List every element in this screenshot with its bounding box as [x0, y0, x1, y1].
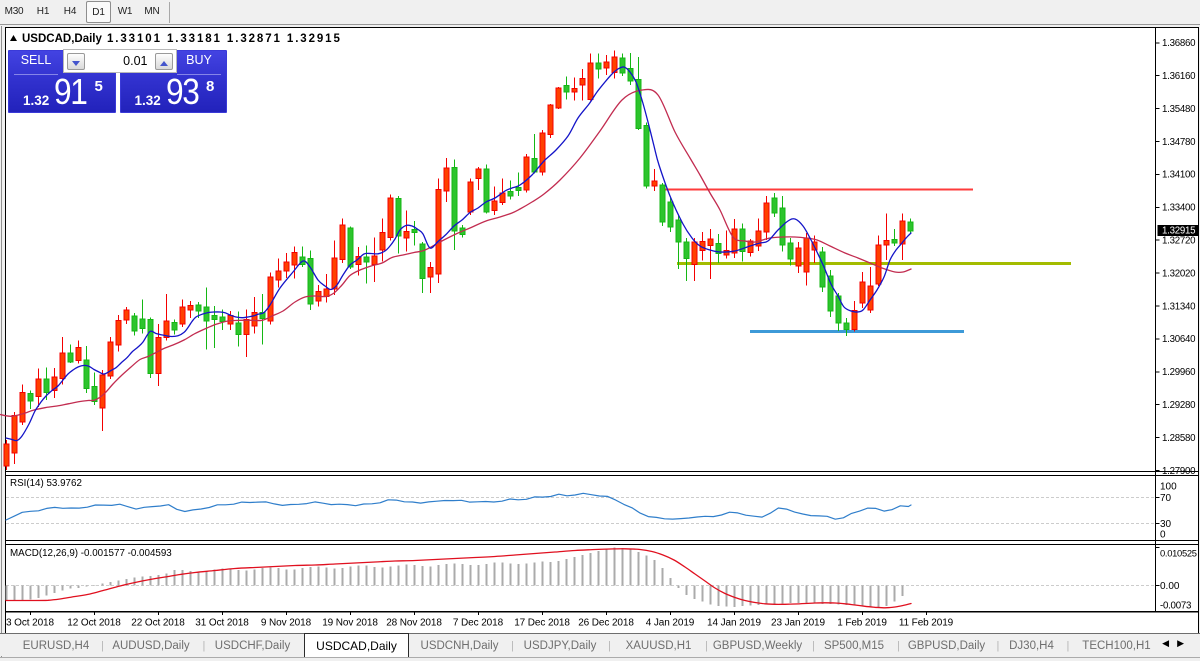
svg-text:17 Dec 2018: 17 Dec 2018 — [514, 618, 570, 629]
svg-text:1.33400: 1.33400 — [1162, 203, 1196, 214]
svg-text:9 Nov 2018: 9 Nov 2018 — [261, 618, 312, 629]
svg-text:1.31340: 1.31340 — [1162, 301, 1196, 312]
svg-text:22 Oct 2018: 22 Oct 2018 — [131, 618, 185, 629]
svg-text:1.30640: 1.30640 — [1162, 334, 1196, 345]
svg-text:30: 30 — [1160, 519, 1172, 530]
svg-text:19 Nov 2018: 19 Nov 2018 — [322, 618, 378, 629]
svg-text:1 Feb 2019: 1 Feb 2019 — [837, 618, 887, 629]
svg-text:28 Nov 2018: 28 Nov 2018 — [386, 618, 442, 629]
svg-text:0: 0 — [1160, 530, 1166, 541]
svg-text:1.29960: 1.29960 — [1162, 367, 1196, 378]
svg-text:1.28580: 1.28580 — [1162, 433, 1196, 444]
svg-text:12 Oct 2018: 12 Oct 2018 — [67, 618, 121, 629]
svg-text:4 Jan 2019: 4 Jan 2019 — [646, 618, 695, 629]
svg-text:100: 100 — [1160, 482, 1177, 493]
svg-text:0.00: 0.00 — [1160, 581, 1180, 592]
svg-text:1.27900: 1.27900 — [1162, 466, 1196, 477]
svg-text:USDCAD,Daily: USDCAD,Daily — [22, 33, 102, 45]
svg-text:1.33101 1.33181 1.32871 1.3291: 1.33101 1.33181 1.32871 1.32915 — [107, 33, 342, 45]
svg-text:1.35480: 1.35480 — [1162, 104, 1196, 115]
svg-text:1.32915: 1.32915 — [1162, 226, 1195, 237]
svg-text:31 Oct 2018: 31 Oct 2018 — [195, 618, 249, 629]
svg-text:1.34100: 1.34100 — [1162, 170, 1196, 181]
svg-text:23 Jan 2019: 23 Jan 2019 — [771, 618, 825, 629]
svg-text:14 Jan 2019: 14 Jan 2019 — [707, 618, 761, 629]
svg-text:1.32020: 1.32020 — [1162, 268, 1196, 279]
svg-text:-0.0073: -0.0073 — [1160, 601, 1191, 612]
svg-text:3 Oct 2018: 3 Oct 2018 — [6, 618, 54, 629]
svg-text:7 Dec 2018: 7 Dec 2018 — [453, 618, 504, 629]
svg-text:1.36160: 1.36160 — [1162, 71, 1196, 82]
svg-text:RSI(14) 53.9762: RSI(14) 53.9762 — [10, 478, 82, 489]
svg-text:0.010525: 0.010525 — [1160, 547, 1197, 558]
svg-text:MACD(12,26,9) -0.001577 -0.004: MACD(12,26,9) -0.001577 -0.004593 — [10, 548, 172, 559]
svg-text:26 Dec 2018: 26 Dec 2018 — [578, 618, 634, 629]
svg-text:1.36860: 1.36860 — [1162, 38, 1196, 49]
svg-text:1.32720: 1.32720 — [1162, 236, 1196, 247]
svg-text:1.34780: 1.34780 — [1162, 137, 1196, 148]
svg-text:70: 70 — [1160, 493, 1172, 504]
svg-text:1.29280: 1.29280 — [1162, 400, 1196, 411]
svg-text:11 Feb 2019: 11 Feb 2019 — [899, 618, 954, 629]
